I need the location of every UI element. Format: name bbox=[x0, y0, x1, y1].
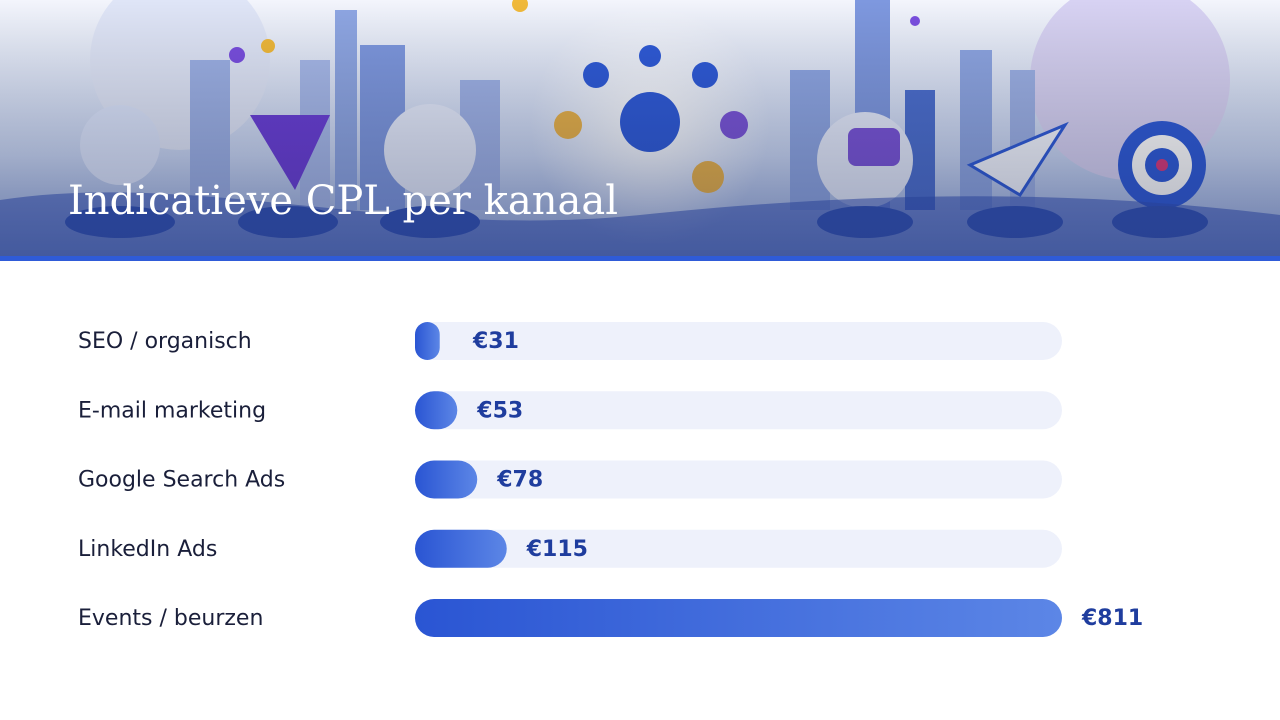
value-label: €115 bbox=[526, 537, 588, 562]
bar-track bbox=[415, 460, 1062, 499]
value-label: €811 bbox=[1081, 606, 1143, 631]
bar-track bbox=[415, 529, 1062, 568]
header-banner bbox=[0, 0, 1280, 261]
bar-track bbox=[415, 322, 1062, 360]
bar bbox=[415, 391, 458, 430]
bar bbox=[415, 529, 507, 568]
value-label: €78 bbox=[496, 468, 543, 493]
plot-area: SEO / organisch €31 E-mail marketing €53 Goo… bbox=[78, 322, 1143, 637]
bar bbox=[415, 599, 1062, 637]
category-label: Events / beurzen bbox=[78, 606, 263, 631]
bar bbox=[415, 322, 440, 360]
bar-track bbox=[415, 391, 1062, 430]
category-label: SEO / organisch bbox=[78, 329, 252, 354]
value-label: €31 bbox=[472, 329, 519, 354]
bar bbox=[415, 460, 478, 499]
value-label: €53 bbox=[476, 398, 523, 423]
chart-title: Indicatieve CPL per kanaal bbox=[68, 178, 618, 224]
category-label: LinkedIn Ads bbox=[78, 537, 217, 562]
category-label: E-mail marketing bbox=[78, 398, 266, 423]
category-label: Google Search Ads bbox=[78, 468, 285, 493]
